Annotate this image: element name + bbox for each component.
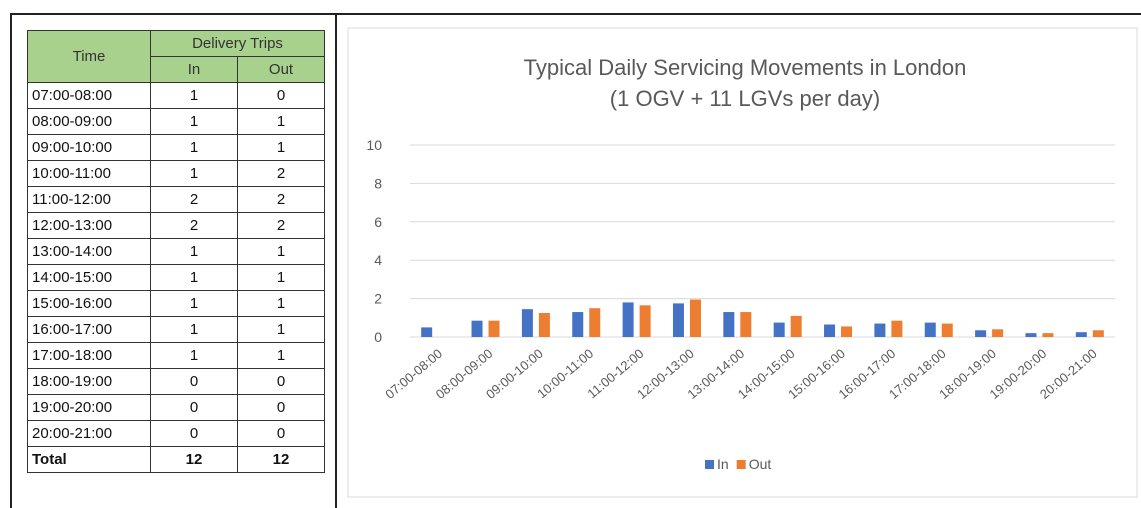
table-cell: 1 (150, 238, 238, 265)
y-tick-label: 4 (374, 252, 382, 268)
table-row: 12:00-13:00 2 2 (27, 212, 325, 239)
bar (488, 320, 500, 337)
trips-table: Time Delivery Trips In Out 07:00-08:00 1 0 08:0… (27, 30, 325, 473)
table-cell: 2 (237, 212, 325, 239)
total-cell: 12 (237, 446, 325, 473)
table-row: Total 12 12 (27, 446, 325, 473)
table-cell: 0 (237, 82, 325, 109)
bar (723, 312, 735, 337)
bar (891, 320, 903, 337)
chart-title: (1 OGV + 11 LGVs per day) (610, 86, 880, 111)
table-cell: 12:00-13:00 (27, 212, 151, 239)
frame-line (335, 13, 337, 508)
table-row: 15:00-16:00 1 1 (27, 290, 325, 317)
table-cell: 20:00-21:00 (27, 420, 151, 447)
y-tick-label: 8 (374, 175, 382, 191)
table-cell: 13:00-14:00 (27, 238, 151, 265)
table-cell: 1 (150, 82, 238, 109)
table-cell: 1 (150, 264, 238, 291)
bar (790, 315, 802, 337)
table-row: 14:00-15:00 1 1 (27, 264, 325, 291)
table-cell: 11:00-12:00 (27, 186, 151, 213)
y-tick-label: 10 (366, 137, 382, 153)
table-cell: 1 (237, 342, 325, 369)
y-tick-label: 2 (374, 291, 382, 307)
legend-label: In (717, 456, 729, 472)
bar (572, 312, 584, 337)
table-row: 13:00-14:00 1 1 (27, 238, 325, 265)
total-cell: Total (27, 446, 151, 473)
bar (992, 329, 1004, 337)
bar (941, 323, 953, 337)
frame-line (10, 13, 1141, 15)
table-cell: 08:00-09:00 (27, 108, 151, 135)
bar (975, 330, 987, 337)
table-cell: 0 (150, 368, 238, 395)
y-tick-label: 0 (374, 329, 382, 345)
total-cell: 12 (150, 446, 238, 473)
table-cell: 2 (150, 186, 238, 213)
bar (639, 305, 651, 337)
table-cell: 18:00-19:00 (27, 368, 151, 395)
bar (538, 313, 550, 337)
table-row: 10:00-11:00 1 2 (27, 160, 325, 187)
table-cell: 09:00-10:00 (27, 134, 151, 161)
legend-label: Out (749, 456, 772, 472)
bar (421, 327, 433, 337)
bar (622, 302, 634, 337)
bar (1042, 333, 1054, 337)
bar (740, 312, 752, 337)
table-cell: 2 (237, 186, 325, 213)
frame-line (10, 13, 12, 508)
bar (924, 322, 936, 337)
table-cell: 14:00-15:00 (27, 264, 151, 291)
table-cell: 15:00-16:00 (27, 290, 151, 317)
chart-title: Typical Daily Servicing Movements in Lon… (524, 55, 967, 80)
table-cell: 0 (237, 368, 325, 395)
table-cell: 2 (150, 212, 238, 239)
table-row: 17:00-18:00 1 1 (27, 342, 325, 369)
table-cell: 1 (150, 290, 238, 317)
table-row: 08:00-09:00 1 1 (27, 108, 325, 135)
bar (773, 322, 785, 337)
bar (589, 308, 601, 337)
bar (689, 299, 701, 337)
chart-area (347, 27, 1138, 498)
bar (1092, 330, 1104, 337)
bar (824, 324, 836, 337)
bar (874, 323, 886, 337)
legend-swatch (705, 460, 714, 469)
bar (672, 303, 684, 337)
table-row: 18:00-19:00 0 0 (27, 368, 325, 395)
header-cell: Time (27, 30, 151, 83)
table-cell: 2 (237, 160, 325, 187)
table-cell: 0 (150, 394, 238, 421)
y-tick-label: 6 (374, 214, 382, 230)
bar (471, 320, 483, 337)
table-cell: 17:00-18:00 (27, 342, 151, 369)
header-cell: Out (237, 56, 325, 83)
bar (841, 326, 853, 337)
legend-swatch (736, 460, 746, 469)
table-row: 11:00-12:00 2 2 (27, 186, 325, 213)
table-cell: 1 (237, 290, 325, 317)
bar (1025, 333, 1037, 337)
bar (521, 309, 533, 337)
bar (1075, 332, 1087, 337)
